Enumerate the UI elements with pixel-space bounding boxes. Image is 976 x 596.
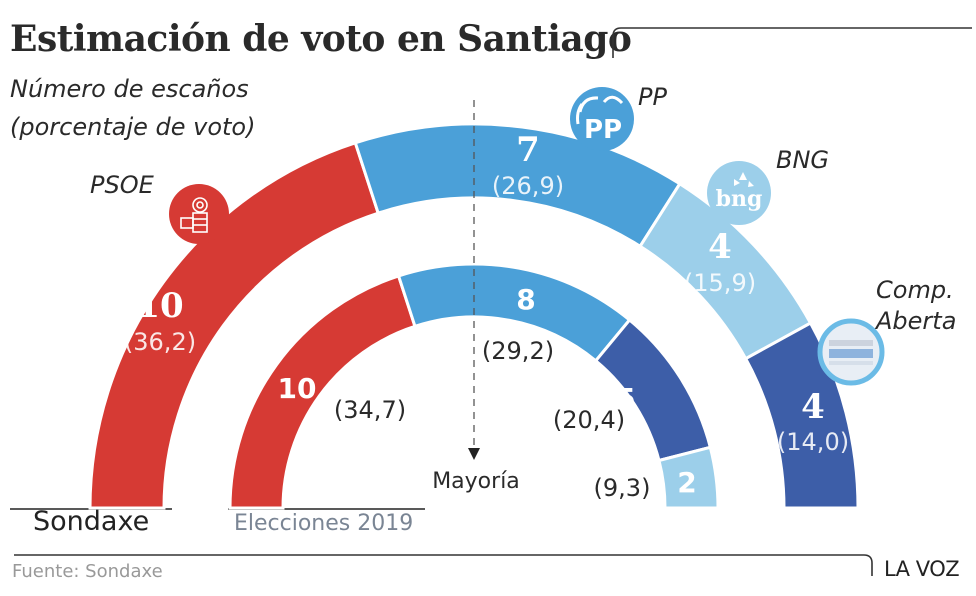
vote-pct-inner: (9,3) bbox=[594, 474, 651, 502]
vote-pct-inner: (29,2) bbox=[482, 337, 554, 365]
seat-count-inner: 5 bbox=[616, 382, 635, 415]
subtitle-line-1: Número de escaños bbox=[10, 75, 249, 103]
source-note: Fuente: Sondaxe bbox=[12, 561, 163, 582]
vote-pct-outer: (15,9) bbox=[684, 269, 756, 297]
footer-bracket-line bbox=[14, 554, 873, 576]
legend-outer-label: Sondaxe bbox=[33, 506, 150, 537]
seat-count-outer: 4 bbox=[708, 227, 732, 267]
pp-logo-icon: PP bbox=[570, 87, 634, 151]
party-label-pp: PP bbox=[638, 83, 667, 111]
bng-logo-icon: bng bbox=[707, 161, 771, 225]
segment-inner-psoe bbox=[228, 274, 417, 510]
party-label-bng: BNG bbox=[776, 146, 829, 174]
psoe-logo-icon bbox=[169, 184, 229, 244]
subtitle-line-2: (porcentaje de voto) bbox=[10, 113, 256, 141]
segment-inner-bng bbox=[657, 445, 720, 510]
vote-pct-inner: (20,4) bbox=[553, 406, 625, 434]
brand-logo: LA VOZ bbox=[884, 557, 960, 581]
vote-pct-inner: (34,7) bbox=[334, 396, 406, 424]
title-bracket-line bbox=[612, 27, 972, 58]
vote-pct-outer: (26,9) bbox=[492, 172, 564, 200]
party-label-comp-line2: Aberta bbox=[874, 307, 956, 335]
majority-label: Mayoría bbox=[432, 469, 520, 494]
chart-subtitle: Número de escaños (porcentaje de voto) bbox=[10, 70, 255, 146]
seat-count-outer: 4 bbox=[801, 387, 825, 427]
compostela-aberta-logo-icon bbox=[817, 318, 885, 386]
seat-count-outer: 10 bbox=[136, 286, 183, 326]
bng-logo-text: bng bbox=[716, 186, 763, 212]
seat-count-outer: 7 bbox=[516, 130, 540, 170]
chart-title: Estimación de voto en Santiago bbox=[10, 18, 632, 60]
segment-inner-comp-aberta bbox=[593, 317, 713, 463]
seat-count-inner: 8 bbox=[516, 283, 535, 316]
seat-count-inner: 10 bbox=[278, 372, 317, 405]
vote-pct-outer: (14,0) bbox=[777, 428, 849, 456]
inner-ring bbox=[228, 262, 720, 510]
legend-inner-label: Elecciones 2019 bbox=[234, 511, 414, 536]
party-label-comp-line1: Comp. bbox=[876, 276, 954, 304]
pp-logo-text: PP bbox=[584, 115, 622, 145]
outer-ring bbox=[88, 122, 860, 510]
majority-arrow-icon bbox=[468, 448, 480, 460]
segment-labels: 10(36,2)7(26,9)4(15,9)4(14,0)10852(34,7)… bbox=[124, 130, 849, 502]
vote-pct-outer: (36,2) bbox=[124, 328, 196, 356]
party-label-psoe: PSOE bbox=[90, 171, 155, 199]
seat-count-inner: 2 bbox=[677, 466, 696, 499]
